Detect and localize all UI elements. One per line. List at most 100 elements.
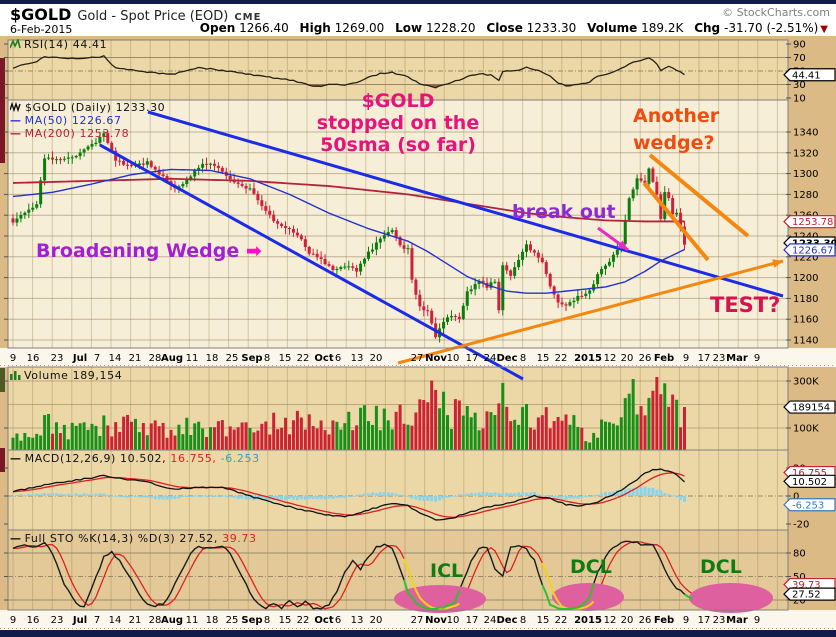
volume-series [11,376,686,450]
svg-text:23: 23 [51,353,64,364]
svg-text:10: 10 [447,353,460,364]
volume-legend-label: Volume 189,154 [24,369,123,382]
svg-text:15: 15 [537,353,550,364]
ma200-legend-label: MA(200) 1253.78 [24,127,130,140]
svg-text:Mar: Mar [726,353,748,364]
svg-text:Jul: Jul [72,615,87,626]
chart-header: $GOLD Gold - Spot Price (EOD) CME © StockC… [0,4,836,36]
svg-text:6: 6 [335,615,341,626]
svg-text:1140: 1140 [793,336,818,347]
svg-text:50: 50 [793,572,806,583]
chg-down-arrow-icon: ▼ [820,24,828,35]
annotation-icl-text: ICL [430,560,464,582]
price-legend-title: $GOLD (Daily) 1233.30 [9,101,166,115]
svg-text:0: 0 [793,492,799,503]
svg-text:Feb: Feb [654,615,674,626]
ma200-legend: — MA(200) 1253.78 [10,127,129,140]
svg-text:Nov: Nov [425,353,447,364]
svg-text:Oct: Oct [314,615,333,626]
ma50-line-icon: — [10,114,22,127]
svg-text:14: 14 [109,615,122,626]
trendline-annotations [99,110,784,381]
annotation-stopped-line3: 50sma (so far) [320,134,476,156]
annotation-stopped-line2: stopped on the [316,112,480,134]
svg-text:44.41: 44.41 [792,70,821,81]
svg-text:7: 7 [94,353,100,364]
right-axis-value-tags: 44.411253.781233.301226.6718915416.75510… [783,68,836,601]
svg-text:22: 22 [555,353,568,364]
price-legend-label: $GOLD (Daily) 1233.30 [25,101,166,114]
close-value: 1233.30 [526,21,577,35]
svg-text:23: 23 [51,615,64,626]
sto-line-icon: — [10,532,22,545]
svg-text:1320: 1320 [793,148,818,159]
candlestick-series [11,130,686,343]
svg-text:9: 9 [10,615,16,626]
svg-text:18: 18 [206,353,219,364]
date-axis-labels: 9 16 23 Jul 7 14 21 28 Aug 11 18 25 Sep 8 15 22 Oct 6 13 20… [10,353,760,626]
svg-text:1253.78: 1253.78 [792,217,833,228]
svg-text:10: 10 [793,94,806,105]
macd-line-icon: — [10,452,22,465]
svg-text:Aug: Aug [161,615,183,626]
rsi-indicator-icon [9,37,21,52]
svg-text:20: 20 [370,615,383,626]
macd-legend-main: MACD(12,26,9) 10.502, [24,452,167,465]
svg-text:90: 90 [793,40,806,51]
svg-text:23: 23 [713,615,726,626]
svg-text:80: 80 [793,549,806,560]
svg-text:27.52: 27.52 [792,590,821,601]
svg-text:Oct: Oct [314,353,333,364]
small-wedge-lower [642,181,710,262]
svg-text:20: 20 [370,353,383,364]
svg-text:Sep: Sep [241,353,262,364]
svg-text:Dec: Dec [496,353,517,364]
annotation-broadening-text: Broadening Wedge [36,240,240,262]
chg-value: -31.70 (-2.51%) [723,21,819,35]
symbol: $GOLD [10,5,72,24]
annotation-dcl-1: DCL [570,556,612,578]
annotation-icl: ICL [430,560,463,582]
annotation-dcl-2-text: DCL [700,556,742,578]
sto-legend-d: 39.73 [222,532,257,545]
svg-text:21: 21 [129,353,142,364]
svg-text:15: 15 [537,615,550,626]
svg-text:Dec: Dec [496,615,517,626]
high-label: High [299,21,331,35]
svg-text:6: 6 [335,353,341,364]
broadening-wedge-lower [99,143,524,381]
sto-legend: — Full STO %K(14,3) %D(3) 27.52, 39.73 [10,532,257,545]
low-label: Low [395,21,423,35]
browser-bottom-edge [0,630,836,637]
svg-text:28: 28 [149,615,162,626]
open-value: 1266.40 [239,21,289,35]
annotation-break-out-text: break out [512,201,616,223]
svg-text:10.502: 10.502 [792,477,827,488]
svg-text:9: 9 [754,615,760,626]
svg-text:9: 9 [683,353,689,364]
ma200-line-icon: — [10,127,22,140]
macd-legend-signal: 16.755, [170,452,217,465]
svg-text:8: 8 [264,353,270,364]
annotation-another-wedge: Another wedge? [633,103,719,157]
ma50-legend: — MA(50) 1226.67 [10,114,122,127]
copyright: © StockCharts.com [722,6,830,19]
ma50-legend-label: MA(50) 1226.67 [24,114,122,127]
title-row: $GOLD Gold - Spot Price (EOD) CME [10,5,261,24]
svg-text:15: 15 [279,615,292,626]
svg-text:22: 22 [297,353,310,364]
symbol-name: Gold - Spot Price (EOD) [77,9,229,24]
svg-text:1180: 1180 [793,294,818,305]
annotation-test: TEST? [710,293,780,317]
svg-text:15: 15 [279,353,292,364]
svg-text:9: 9 [683,615,689,626]
annotation-stopped-on-50sma: $GOLD stopped on the 50sma (so far) [300,90,496,156]
volume-legend: Volume 189,154 [10,369,122,383]
chg-label: Chg [694,21,721,35]
quote-date: 6-Feb-2015 [10,23,73,36]
annotation-break-out: break out [512,201,616,223]
svg-text:28: 28 [149,353,162,364]
small-wedge-upper [648,153,750,238]
svg-text:13: 13 [351,615,364,626]
